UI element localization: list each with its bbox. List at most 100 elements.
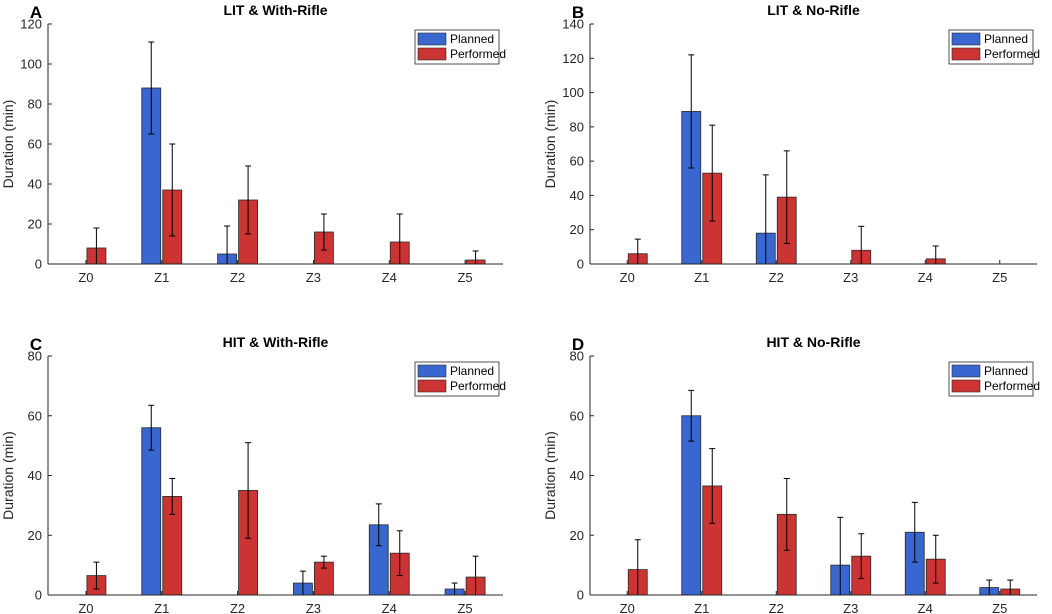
- panel-b: 0 20 40 60 80 100 120 140 Z0 Z1 Z2 Z3 Z4 Z5 Duration (…: [542, 2, 1040, 285]
- error-bar-performed-z3: [858, 533, 865, 580]
- x-tick-label: Z4: [918, 601, 933, 614]
- x-tick-label: Z3: [306, 270, 321, 285]
- panel-title: HIT & No-Rifle: [766, 334, 860, 350]
- y-tick-label: 100: [20, 57, 42, 72]
- error-bar-planned-z1: [148, 404, 155, 451]
- error-bar-planned-z1: [148, 41, 155, 135]
- panel-c: 0 20 40 60 80 Z0 Z1 Z2 Z3 Z4 Z5 Duration (min) HIT &…: [0, 334, 506, 614]
- y-tick-label: 80: [28, 349, 42, 364]
- legend-swatch-planned: [951, 32, 981, 46]
- y-axis-title: Duration (min): [0, 100, 16, 189]
- x-tick-label: Z5: [457, 601, 472, 614]
- x-tick-label: Z3: [306, 601, 321, 614]
- y-tick-label: 80: [570, 349, 584, 364]
- panel-letter: A: [30, 3, 42, 22]
- panel-letter: B: [572, 3, 584, 22]
- x-tick-label: Z0: [620, 601, 635, 614]
- panel-letter: C: [30, 335, 42, 354]
- legend-swatch-planned: [417, 32, 447, 46]
- y-axis-title: Duration (min): [542, 100, 558, 189]
- error-bar-planned-z1: [688, 389, 695, 442]
- panel-title: LIT & With-Rifle: [223, 2, 327, 18]
- bar-planned-z1: [681, 415, 702, 596]
- y-tick-label: 40: [28, 177, 42, 192]
- error-bar-performed-z2: [245, 442, 252, 539]
- error-bar-performed-z0: [93, 561, 100, 590]
- x-tick-label: Z3: [843, 601, 858, 614]
- y-tick-label: 40: [570, 188, 584, 203]
- x-tick-label: Z4: [382, 601, 397, 614]
- error-bar-performed-z2: [783, 150, 790, 244]
- legend-swatch-planned: [951, 364, 981, 378]
- x-tick-label: Z4: [918, 270, 933, 285]
- bar-planned-z1: [141, 427, 162, 596]
- x-tick-label: Z1: [694, 270, 709, 285]
- x-tick-label: Z2: [769, 601, 784, 614]
- error-bar-performed-z3: [320, 213, 327, 251]
- x-tick-label: Z2: [769, 270, 784, 285]
- x-tick-label: Z1: [154, 270, 169, 285]
- x-tick-label: Z3: [843, 270, 858, 285]
- error-bar-planned-z1: [688, 54, 695, 169]
- y-tick-label: 20: [28, 217, 42, 232]
- legend-swatch-performed: [951, 47, 981, 61]
- legend-swatch-performed: [417, 379, 447, 393]
- x-tick-label: Z5: [992, 601, 1007, 614]
- panel-title: LIT & No-Rifle: [767, 2, 860, 18]
- y-tick-label: 60: [570, 154, 584, 169]
- error-bar-performed-z2: [783, 477, 790, 551]
- y-axis-title: Duration (min): [542, 431, 558, 520]
- x-tick-label: Z0: [620, 270, 635, 285]
- error-bar-performed-z1: [709, 124, 716, 222]
- y-tick-label: 60: [28, 137, 42, 152]
- error-bar-performed-z1: [169, 143, 176, 237]
- y-tick-label: 120: [20, 17, 42, 32]
- error-bar-performed-z1: [169, 477, 176, 515]
- error-bar-performed-z2: [245, 165, 252, 235]
- legend-swatch-performed: [951, 379, 981, 393]
- y-axis-title: Duration (min): [0, 431, 16, 520]
- y-tick-label: 60: [28, 408, 42, 423]
- y-tick-label: 40: [28, 468, 42, 483]
- y-tick-label: 140: [562, 17, 584, 32]
- error-bar-performed-z4: [932, 534, 939, 584]
- error-bar-performed-z1: [709, 448, 716, 524]
- panel-a: 0 20 40 60 80 100 120 Z0 Z1 Z2 Z3 Z4 Z5 Duration (min…: [0, 2, 506, 285]
- error-bar-performed-z4: [396, 530, 403, 577]
- legend-label-performed: Performed: [984, 47, 1040, 61]
- legend-label-performed: Performed: [984, 379, 1040, 393]
- panel-title: HIT & With-Rifle: [223, 334, 329, 350]
- y-tick-label: 100: [562, 85, 584, 100]
- legend-swatch-planned: [417, 364, 447, 378]
- y-tick-label: 20: [28, 528, 42, 543]
- legend-swatch-performed: [417, 47, 447, 61]
- legend-label-planned: Planned: [450, 32, 494, 46]
- legend-label-planned: Planned: [984, 32, 1028, 46]
- y-tick-label: 20: [570, 222, 584, 237]
- x-tick-label: Z1: [154, 601, 169, 614]
- legend-label-planned: Planned: [984, 364, 1028, 378]
- error-bar-planned-z4: [375, 503, 382, 547]
- y-tick-label: 80: [28, 97, 42, 112]
- x-tick-label: Z1: [694, 601, 709, 614]
- x-tick-label: Z2: [230, 270, 245, 285]
- error-bar-planned-z4: [911, 501, 918, 563]
- legend-label-performed: Performed: [450, 47, 506, 61]
- x-tick-label: Z0: [78, 270, 93, 285]
- y-tick-label: 60: [570, 408, 584, 423]
- x-tick-label: Z5: [992, 270, 1007, 285]
- y-tick-label: 0: [35, 257, 42, 272]
- y-tick-label: 20: [570, 528, 584, 543]
- y-tick-label: 0: [577, 257, 584, 272]
- y-tick-label: 0: [35, 588, 42, 603]
- y-tick-label: 40: [570, 468, 584, 483]
- panel-letter: D: [572, 335, 584, 354]
- panel-d: 0 20 40 60 80 Z0 Z1 Z2 Z3 Z4 Z5 Duration (min) HIT &…: [542, 334, 1040, 614]
- legend-label-planned: Planned: [450, 364, 494, 378]
- y-tick-label: 80: [570, 119, 584, 134]
